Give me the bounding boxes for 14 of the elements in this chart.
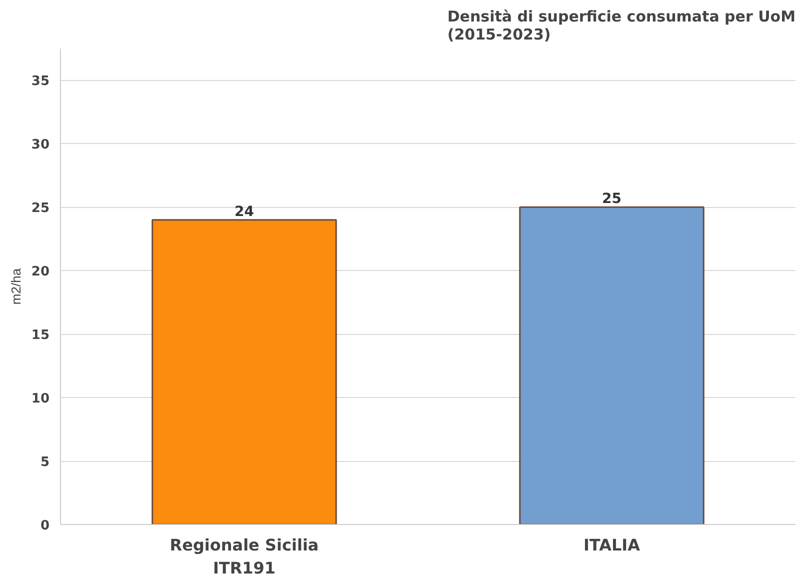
x-tick-label: ITALIA	[583, 536, 641, 554]
data-label: 24	[234, 204, 254, 220]
x-tick-label: Regionale Sicilia ITR191	[170, 536, 319, 578]
y-tick-label: 0	[40, 518, 50, 534]
y-tick-label: 30	[31, 138, 50, 153]
y-tick-label: 25	[31, 201, 50, 216]
y-tick-label: 20	[31, 264, 50, 280]
y-axis-title: m2/ha	[8, 268, 24, 305]
y-tick-label: 35	[31, 74, 50, 90]
chart-title: Densità di superficie consumata per UoM (2015-2023)	[447, 8, 796, 44]
y-tick-label: 10	[31, 392, 50, 407]
data-label: 25	[602, 191, 622, 208]
y-tick-label: 15	[31, 328, 50, 344]
y-tick-label: 5	[40, 455, 50, 470]
